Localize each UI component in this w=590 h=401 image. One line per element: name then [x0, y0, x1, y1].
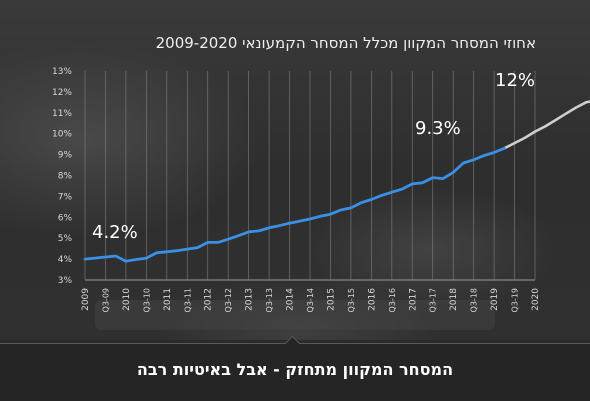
- caption-text: המסחר המקוון מתחזק - אבל באיטיות רבה: [136, 360, 454, 379]
- y-tick-label: 12%: [52, 88, 72, 98]
- photo-background: [0, 0, 590, 340]
- x-tick-label: Q3-19: [511, 288, 520, 312]
- y-tick-label: 9%: [58, 151, 73, 161]
- x-axis-ticks: 2009 Q3-09 2010 Q3-10 2011 Q3-11 2012 Q3-12 2013…: [81, 288, 541, 313]
- line-chart: אחוזי המסחר המקוון מכלל המסחר הקמעונאי 2…: [52, 34, 590, 313]
- x-tick-label: 2012: [204, 288, 214, 311]
- x-tick-label: 2010: [122, 288, 132, 311]
- y-axis-ticks: 3% 4% 5% 6% 7% 8% 9% 10% 11% 12% 13%: [52, 67, 72, 286]
- y-tick-label: 7%: [58, 192, 73, 202]
- actual-series-line: [83, 146, 506, 263]
- x-tick-label: 2014: [286, 288, 296, 311]
- y-tick-label: 4%: [58, 255, 73, 265]
- x-tick-label: Q3-17: [429, 288, 438, 312]
- x-tick-label: Q3-16: [388, 288, 397, 312]
- x-tick-label: Q3-15: [347, 288, 356, 312]
- caption-bar: [0, 343, 590, 401]
- x-tick-label: 2017: [408, 288, 418, 311]
- x-tick-label: 2015: [326, 288, 336, 311]
- x-tick-label: Q3-12: [224, 288, 233, 312]
- y-tick-label: 10%: [52, 130, 72, 140]
- y-tick-label: 5%: [58, 234, 73, 244]
- background-tablet-shape: [95, 300, 495, 330]
- y-tick-label: 11%: [52, 109, 72, 119]
- x-tick-label: Q3-13: [265, 288, 274, 312]
- x-tick-label: 2016: [367, 288, 377, 311]
- x-tick-label: 2020: [531, 288, 541, 311]
- annotation-end: 12%: [495, 70, 535, 91]
- x-tick-label: Q3-18: [470, 288, 479, 312]
- x-tick-label: Q3-14: [306, 288, 315, 312]
- x-tick-label: 2013: [245, 288, 255, 311]
- y-tick-label: 8%: [58, 172, 73, 182]
- chart-series: [83, 100, 590, 263]
- x-tick-label: Q3-10: [142, 288, 151, 312]
- x-tick-label: Q3-09: [101, 288, 110, 312]
- forecast-series-line: [502, 100, 590, 150]
- y-tick-label: 6%: [58, 213, 73, 223]
- y-tick-label: 3%: [58, 276, 73, 286]
- x-tick-label: Q3-11: [183, 288, 192, 312]
- x-tick-label: 2018: [449, 288, 459, 311]
- x-tick-label: 2011: [163, 288, 173, 311]
- chart-grid: [84, 71, 536, 281]
- annotation-start: 4.2%: [92, 222, 138, 243]
- chart-title: אחוזי המסחר המקוון מכלל המסחר הקמעונאי 2…: [156, 34, 536, 52]
- x-tick-label: 2009: [81, 288, 91, 311]
- y-tick-label: 13%: [52, 67, 72, 77]
- x-tick-label: 2019: [490, 288, 500, 311]
- annotation-mid: 9.3%: [415, 118, 461, 139]
